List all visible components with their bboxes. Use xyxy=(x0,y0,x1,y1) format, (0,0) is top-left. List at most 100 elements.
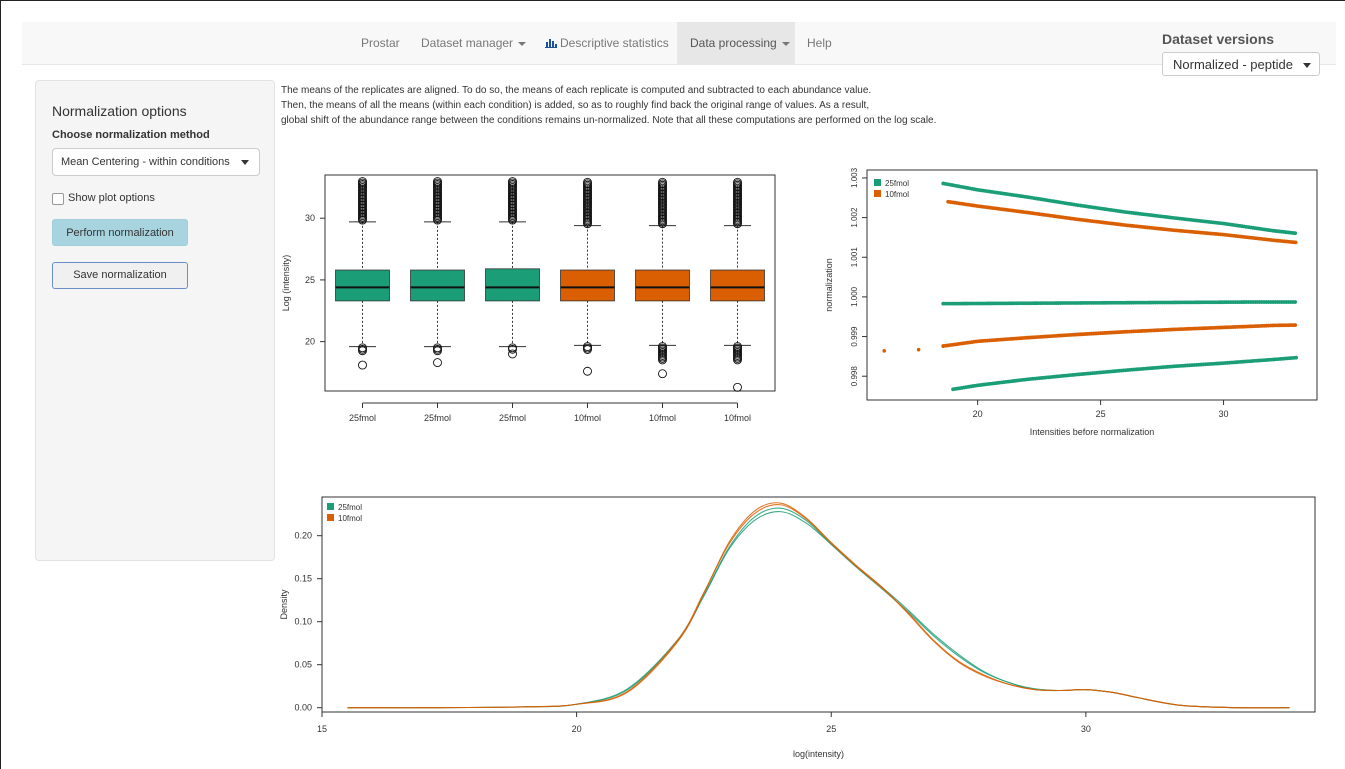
outlier-point xyxy=(583,345,592,354)
normalization-sidebar: Normalization options Choose normalizati… xyxy=(35,80,275,561)
data-point xyxy=(882,349,887,353)
x-tick-label: 10fmol xyxy=(649,413,676,423)
plot-frame xyxy=(321,496,1316,713)
plot-frame xyxy=(866,169,1318,401)
dataset-versions-title: Dataset versions xyxy=(1162,31,1275,47)
data-point xyxy=(1294,355,1298,360)
outlier-point xyxy=(583,177,592,187)
x-tick-label: 20 xyxy=(572,724,582,734)
nav-dataset-manager-label: Dataset manager xyxy=(421,36,514,50)
box xyxy=(485,268,540,302)
x-tick-label: 25 xyxy=(1096,409,1106,419)
box xyxy=(560,269,615,302)
outlier-point xyxy=(658,369,667,379)
box xyxy=(635,269,690,302)
nav-data-processing[interactable]: Data processing xyxy=(677,22,795,64)
normalization-scatter-chart: 0.998 0.999 1.000 1.001 1.002 1.003 normalizat… xyxy=(824,167,1318,437)
dataset-version-value: Normalized - peptide xyxy=(1173,57,1293,72)
chevron-down-icon xyxy=(518,41,527,46)
box xyxy=(335,269,390,302)
outlier-point xyxy=(658,177,667,187)
x-tick-label: 25 xyxy=(826,724,836,734)
outlier-point xyxy=(733,355,742,365)
legend-swatch xyxy=(327,503,334,510)
y-tick-label: 0.999 xyxy=(850,326,859,347)
data-point xyxy=(1293,300,1298,304)
outlier-point xyxy=(658,355,667,365)
nav-help-label: Help xyxy=(807,36,832,50)
nav-dataset-manager[interactable]: Dataset manager xyxy=(421,22,527,64)
legend-label: 10fmol xyxy=(885,190,909,199)
show-plot-options-label[interactable]: Show plot options xyxy=(68,192,155,204)
show-plot-options-checkbox[interactable] xyxy=(52,193,64,205)
x-tick-label: 10fmol xyxy=(724,413,751,423)
nav-data-processing-label: Data processing xyxy=(690,36,777,50)
x-tick-label: 25fmol xyxy=(499,413,526,423)
x-tick-label: 25fmol xyxy=(349,413,376,423)
description-line: global shift of the abundance range betw… xyxy=(281,115,937,126)
legend-label: 25fmol xyxy=(885,179,909,188)
y-tick-label: 0.05 xyxy=(294,660,312,670)
y-tick-label: 25 xyxy=(305,275,315,285)
y-tick-label: 1.001 xyxy=(850,247,859,268)
outlier-point xyxy=(733,177,742,187)
legend-label: 25fmol xyxy=(338,503,362,512)
nav-prostar-label: Prostar xyxy=(361,36,400,50)
y-tick-label: 0.10 xyxy=(294,617,312,627)
y-tick-label: 30 xyxy=(305,213,315,223)
outlier-point xyxy=(508,344,517,354)
density-line xyxy=(347,511,1290,709)
x-tick-label: 30 xyxy=(1219,409,1229,419)
method-description: The means of the replicates are aligned.… xyxy=(281,83,936,128)
data-point xyxy=(1293,323,1298,327)
chevron-down-icon xyxy=(241,160,249,165)
dataset-version-select[interactable]: Normalized - peptide xyxy=(1162,52,1320,76)
density-line xyxy=(347,507,1290,709)
x-axis-label: log(intensity) xyxy=(793,749,844,759)
save-normalization-button[interactable]: Save normalization xyxy=(52,262,188,289)
nav-prostar[interactable]: Prostar xyxy=(361,22,400,64)
y-tick-label: 1.002 xyxy=(850,207,859,228)
nav-descriptive-statistics[interactable]: Descriptive statistics xyxy=(545,22,669,64)
sidebar-title: Normalization options xyxy=(52,103,187,119)
outlier-point xyxy=(508,349,517,359)
window-border-left xyxy=(0,0,1,769)
data-point xyxy=(1293,231,1298,236)
nav-descriptive-statistics-label: Descriptive statistics xyxy=(560,36,669,50)
outlier-point xyxy=(733,382,742,392)
chevron-down-icon xyxy=(1303,63,1311,68)
description-line: Then, the means of all the means (within… xyxy=(281,100,870,111)
y-axis-label: Density xyxy=(279,589,289,620)
legend-swatch xyxy=(327,514,334,521)
chevron-down-icon xyxy=(781,41,790,46)
density-chart: 0.00 0.05 0.10 0.15 0.20 Density 15 20 25 30 log(i… xyxy=(279,496,1316,759)
outlier-point xyxy=(433,177,442,186)
plot-frame xyxy=(324,174,776,392)
box xyxy=(410,269,465,302)
bar-chart-icon xyxy=(545,39,557,48)
window-border-top xyxy=(0,0,1345,1)
y-tick-label: 1.000 xyxy=(850,286,859,307)
outlier-point xyxy=(358,346,367,356)
y-tick-label: 0.00 xyxy=(294,703,312,713)
description-line: The means of the replicates are aligned.… xyxy=(281,85,872,96)
y-axis-label: Log (intensity) xyxy=(281,255,291,312)
method-label: Choose normalization method xyxy=(52,129,210,141)
x-tick-label: 15 xyxy=(317,724,327,734)
legend-label: 10fmol xyxy=(338,514,362,523)
x-tick-label: 25fmol xyxy=(424,413,451,423)
normalization-method-select[interactable]: Mean Centering - within conditions xyxy=(52,148,260,176)
outlier-point xyxy=(358,177,367,186)
outlier-point xyxy=(433,358,442,368)
outlier-point xyxy=(508,177,517,186)
perform-normalization-button[interactable]: Perform normalization xyxy=(52,219,188,246)
outlier-point xyxy=(583,366,592,376)
density-line xyxy=(347,504,1290,709)
nav-help[interactable]: Help xyxy=(807,22,832,64)
y-tick-label: 0.20 xyxy=(294,531,312,541)
outlier-point xyxy=(358,360,367,370)
outlier-point xyxy=(433,346,442,356)
boxplot-chart: 20 25 30 Log (intensity) 25fmol 25fmol 25fmol 1… xyxy=(281,174,776,423)
data-point xyxy=(916,347,921,352)
y-tick-label: 20 xyxy=(305,337,315,347)
